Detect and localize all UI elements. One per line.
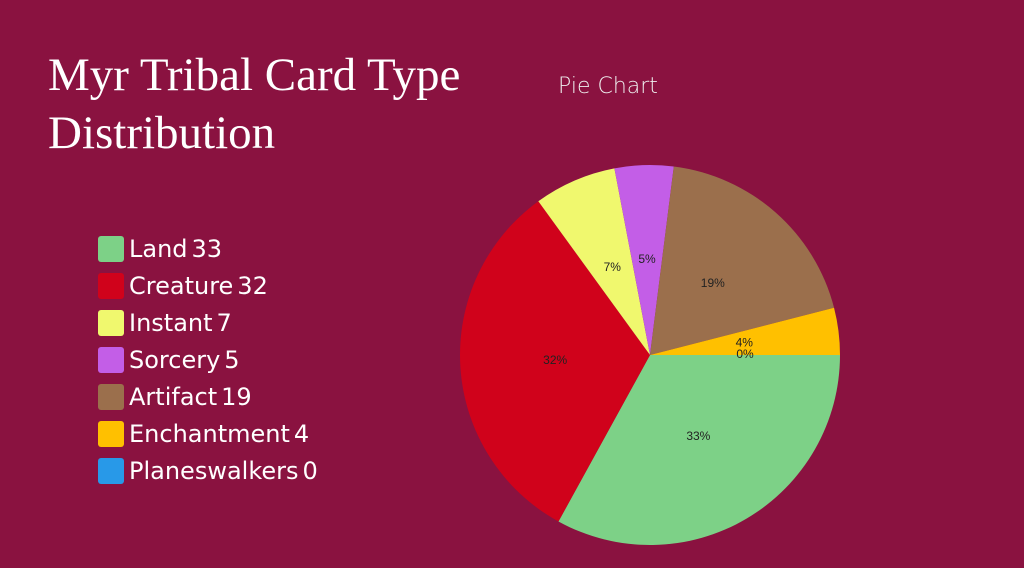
- legend-swatch: [98, 383, 124, 410]
- pie-slice: [459, 201, 650, 522]
- legend-swatch: [98, 457, 124, 484]
- legend-swatch: [98, 235, 124, 262]
- legend-item: Planeswalkers 0: [98, 452, 318, 489]
- legend-label: Sorcery: [129, 345, 221, 374]
- pie-slice: [650, 307, 840, 355]
- chart-title: Pie Chart: [558, 74, 658, 99]
- legend-label: Creature: [129, 271, 234, 300]
- legend-label: Planeswalkers: [129, 456, 299, 485]
- slice-label: 7%: [604, 260, 622, 274]
- legend-swatch: [98, 309, 124, 336]
- slice-label: 0%: [736, 347, 754, 361]
- legend-value: 7: [216, 308, 232, 337]
- legend-item: Land 33: [98, 230, 318, 267]
- pie-slice: [558, 355, 841, 545]
- legend-item: Instant 7: [98, 304, 318, 341]
- slice-label: 33%: [686, 429, 710, 443]
- pie-slice: [538, 168, 650, 355]
- legend-value: 0: [302, 456, 318, 485]
- slice-label: 32%: [543, 353, 567, 367]
- legend-swatch: [98, 272, 124, 299]
- legend-label: Artifact: [129, 382, 218, 411]
- legend-value: 32: [237, 271, 268, 300]
- legend-label: Enchantment: [129, 419, 290, 448]
- legend: Land 33 Creature 32 Instant 7 Sorcery 5 Artifact…: [98, 230, 318, 489]
- legend-item: Sorcery 5: [98, 341, 318, 378]
- legend-swatch: [98, 346, 124, 373]
- legend-value: 33: [191, 234, 223, 263]
- legend-swatch: [98, 420, 124, 447]
- slice-label: 19%: [701, 276, 725, 290]
- legend-item: Artifact 19: [98, 378, 318, 415]
- slice-label: 5%: [638, 252, 656, 266]
- legend-value: 19: [221, 382, 252, 411]
- legend-label: Land: [129, 234, 188, 263]
- pie-slice: [650, 166, 835, 355]
- legend-value: 4: [293, 419, 310, 448]
- pie-slice: [614, 165, 674, 355]
- legend-value: 5: [224, 345, 240, 374]
- slice-label: 4%: [736, 335, 754, 349]
- legend-label: Instant: [129, 308, 213, 337]
- legend-item: Creature 32: [98, 267, 318, 304]
- slide-title: Myr Tribal Card Type Distribution: [48, 49, 461, 159]
- legend-item: Enchantment 4: [98, 415, 318, 452]
